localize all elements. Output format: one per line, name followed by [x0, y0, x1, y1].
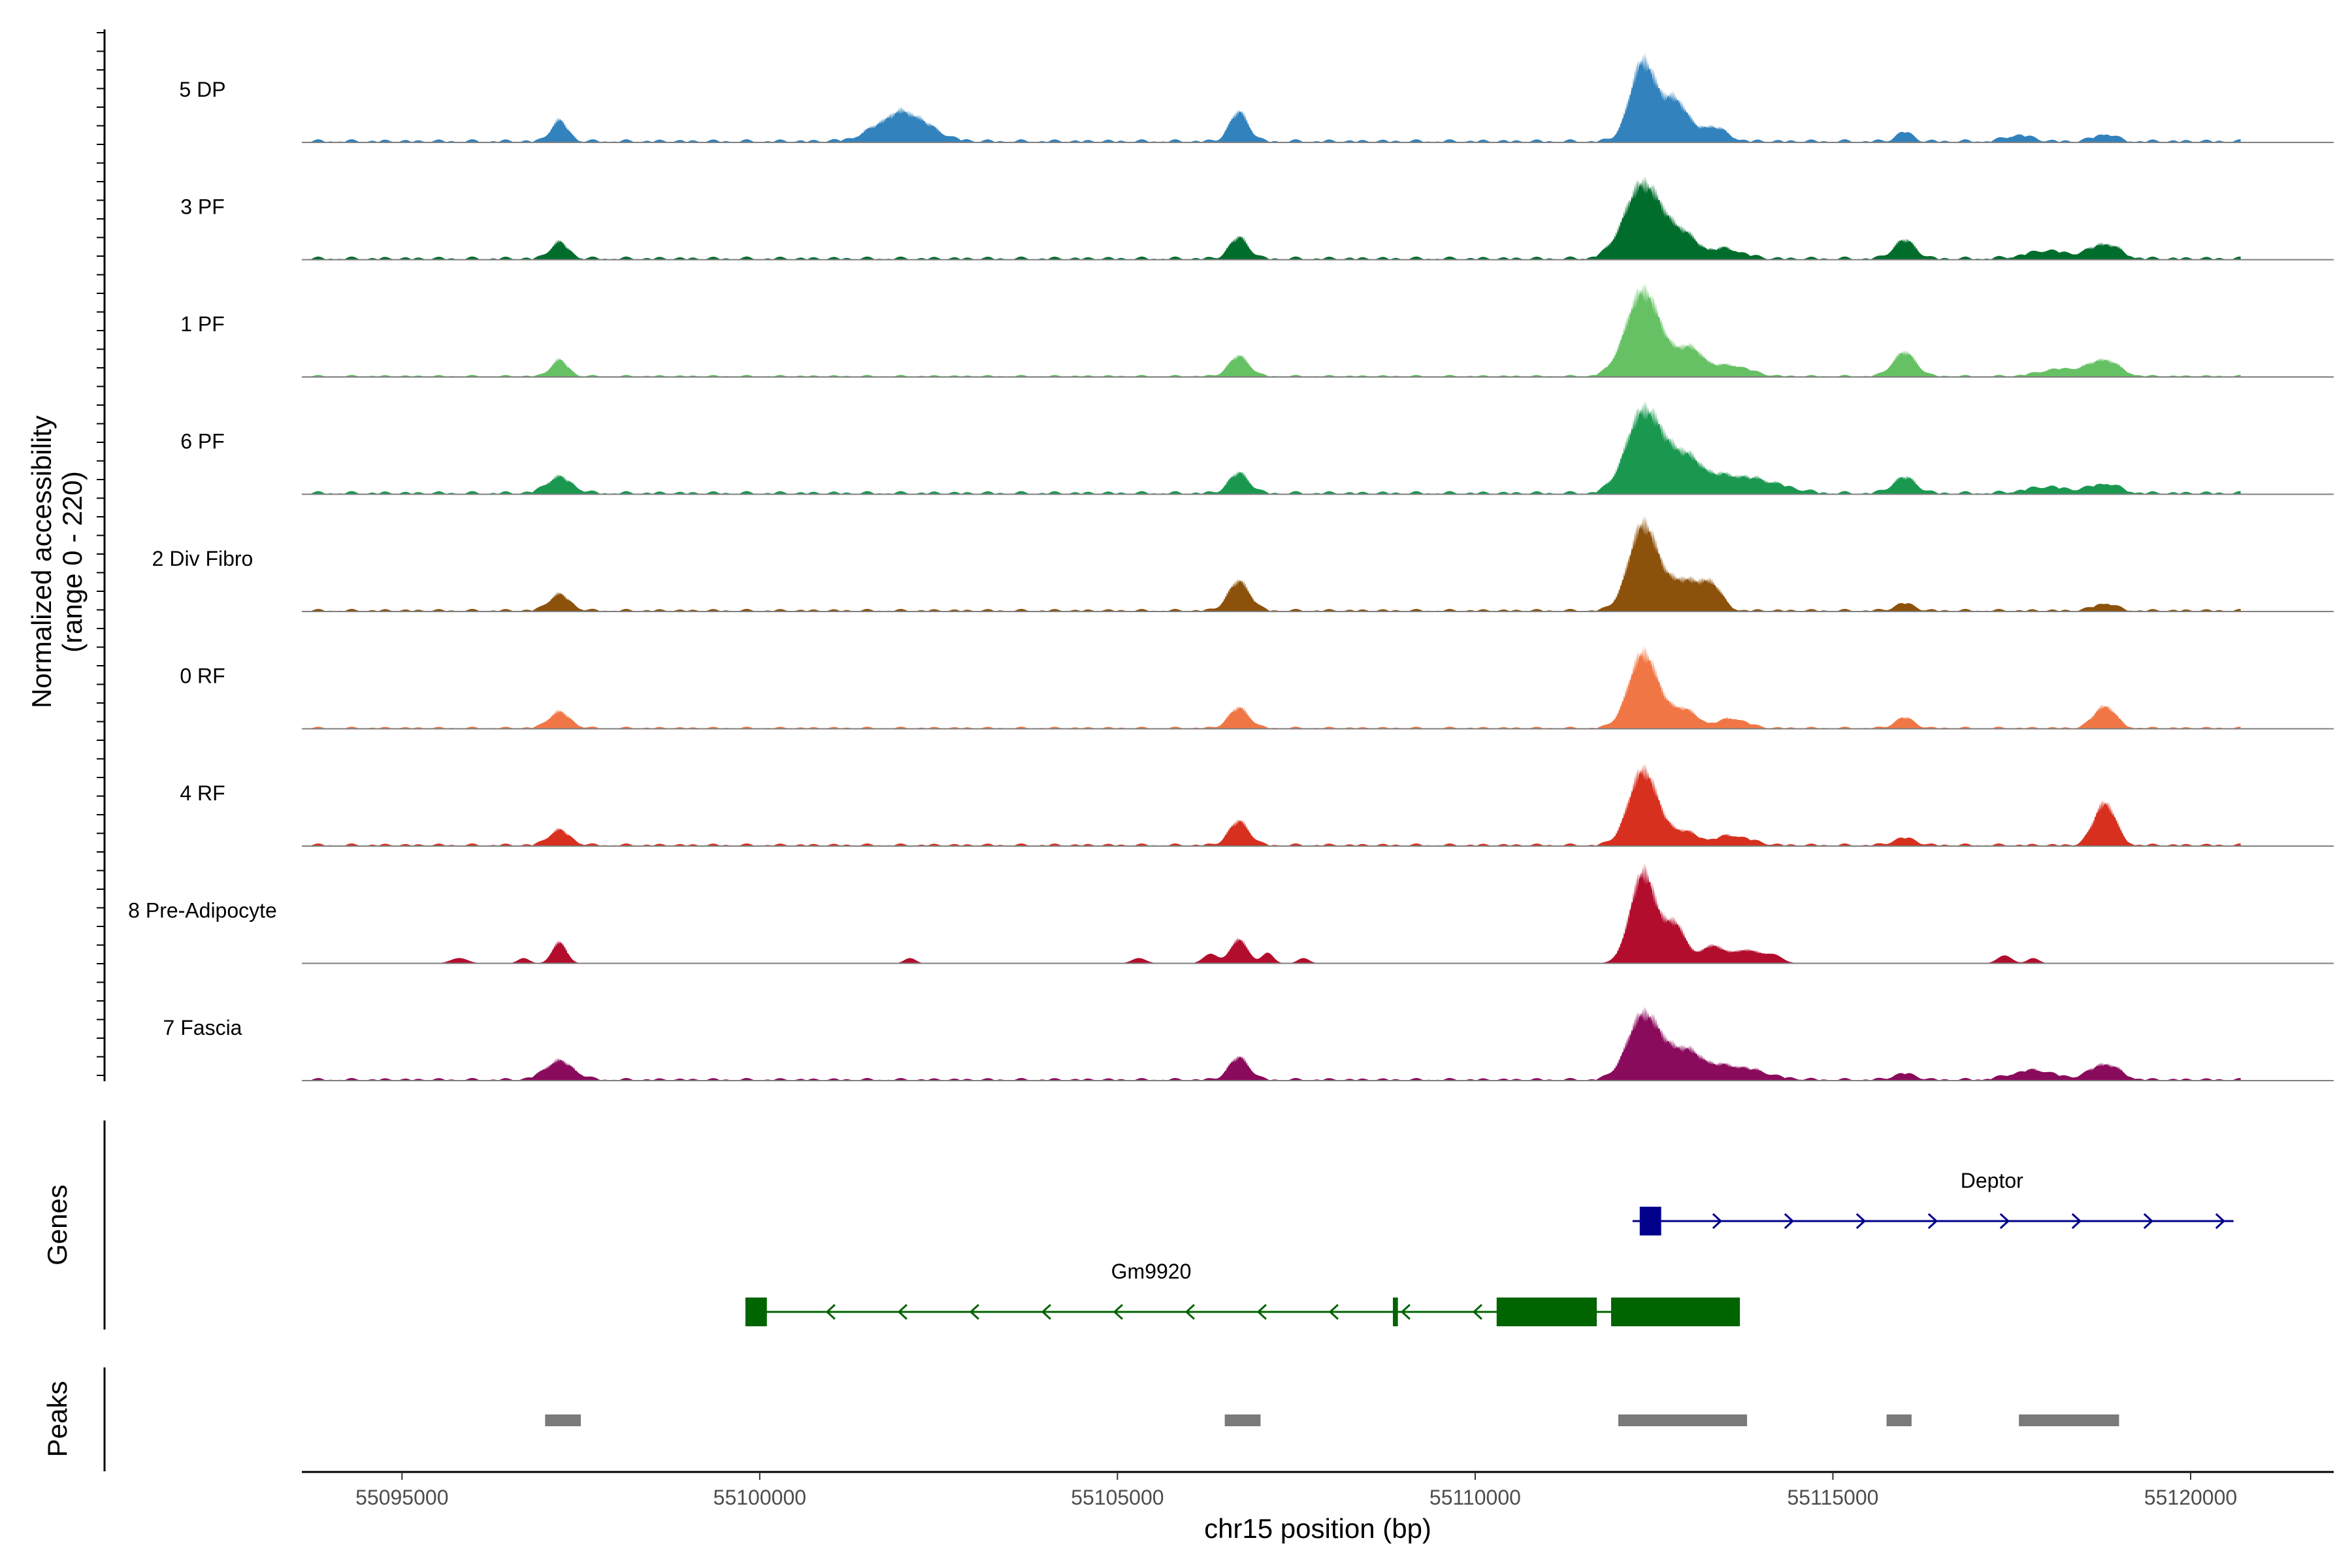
x-tick-label: 55100000 [713, 1486, 806, 1509]
strand-arrow [897, 1303, 907, 1320]
peak-region [1886, 1414, 1912, 1426]
coverage-tracks: 5 DP 3 PF 1 PF 6 PF 2 Div Fibro 0 RF 4 RF 8 Pre… [128, 53, 2334, 1081]
strand-arrow [1855, 1213, 1867, 1230]
track-8-pre-adipocyte: 8 Pre-Adipocyte [128, 863, 2334, 964]
track-1-pf: 1 PF [180, 282, 2334, 378]
peak-region [1224, 1414, 1261, 1426]
strand-arrow [1472, 1303, 1482, 1320]
strand-arrow [1712, 1213, 1723, 1230]
track-label: 1 PF [180, 312, 225, 336]
peaks-track-title: Peaks [42, 1381, 73, 1458]
peak-region [1618, 1414, 1748, 1426]
peak-region [2019, 1414, 2119, 1426]
strand-arrow [1041, 1303, 1051, 1320]
y-axis-title-line-2: (range 0 - 220) [57, 471, 88, 653]
track-7-fascia: 7 Fascia [163, 1006, 2334, 1081]
track-4-rf: 4 RF [180, 763, 2334, 847]
track-3-pf: 3 PF [180, 176, 2334, 261]
gene-label: Deptor [1961, 1169, 2023, 1192]
x-tick-label: 55105000 [1071, 1486, 1164, 1509]
strand-arrow [825, 1303, 836, 1320]
coverage-y-axis [97, 29, 106, 1081]
strand-arrow [2071, 1213, 2082, 1230]
gene-exon [1496, 1298, 1597, 1326]
x-axis-title: chr15 position (bp) [1204, 1513, 1431, 1544]
gene-deptor: Deptor [1632, 1169, 2234, 1235]
track-5-dp: 5 DP [179, 53, 2334, 143]
strand-arrow [2215, 1213, 2226, 1230]
track-label: 2 Div Fibro [152, 547, 253, 570]
y-axis-title-line-1: Normalized accessibility [26, 416, 57, 708]
strand-arrow [1328, 1303, 1339, 1320]
x-axis-ticks: 55095000 55100000 55105000 55110000 55115000… [355, 1472, 2237, 1509]
strand-arrow [1927, 1213, 1938, 1230]
track-2-div-fibro: 2 Div Fibro [152, 515, 2334, 612]
x-tick-label: 55110000 [1429, 1486, 1521, 1509]
track-label: 3 PF [180, 195, 225, 219]
strand-arrow [1784, 1213, 1795, 1230]
strand-arrow [1256, 1303, 1267, 1320]
strand-arrow [2143, 1213, 2154, 1230]
strand-arrow [969, 1303, 979, 1320]
gene-exon [1392, 1298, 1398, 1326]
gene-exon [1639, 1207, 1661, 1235]
track-label: 7 Fascia [163, 1016, 242, 1039]
genes-track-title: Genes [42, 1184, 73, 1266]
track-label: 0 RF [180, 664, 225, 688]
x-tick-label: 55115000 [1787, 1486, 1878, 1509]
track-label: 5 DP [179, 78, 225, 101]
track-signal-area [302, 176, 2241, 260]
track-label: 4 RF [180, 781, 225, 805]
peak-regions [545, 1414, 2119, 1426]
gene-exon [1610, 1298, 1740, 1326]
x-tick-label: 55095000 [355, 1486, 448, 1509]
strand-arrow [1113, 1303, 1123, 1320]
track-label: 8 Pre-Adipocyte [128, 899, 277, 923]
strand-arrow [1999, 1213, 2010, 1230]
gene-label: Gm9920 [1111, 1260, 1192, 1283]
track-6-pf: 6 PF [180, 400, 2334, 495]
strand-arrow [1184, 1303, 1195, 1320]
track-label: 6 PF [180, 430, 225, 453]
x-tick-label: 55120000 [2144, 1486, 2237, 1509]
gene-exon [745, 1298, 767, 1326]
gene-gm9920: Gm9920 [745, 1260, 1740, 1326]
track-0-rf: 0 RF [180, 645, 2334, 730]
peak-region [545, 1414, 581, 1426]
track-signal-area [302, 1006, 2241, 1081]
strand-arrow [1400, 1303, 1411, 1320]
gene-annotations: Deptor Gm9920 [745, 1169, 2234, 1326]
